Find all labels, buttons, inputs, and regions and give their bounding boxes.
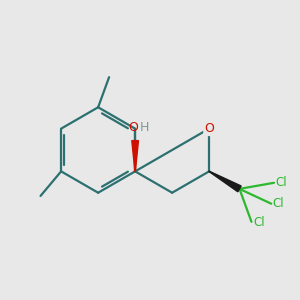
Text: Cl: Cl bbox=[253, 216, 265, 229]
Text: H: H bbox=[140, 121, 149, 134]
Polygon shape bbox=[209, 171, 241, 192]
Polygon shape bbox=[132, 141, 139, 171]
Text: Cl: Cl bbox=[273, 197, 284, 210]
Text: O: O bbox=[204, 122, 214, 135]
Text: O: O bbox=[128, 121, 138, 134]
Text: Cl: Cl bbox=[275, 176, 287, 189]
